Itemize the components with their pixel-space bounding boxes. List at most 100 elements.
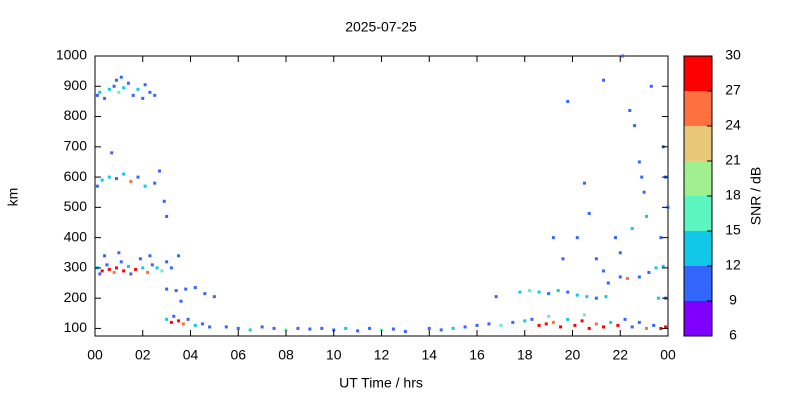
echo-point (126, 264, 130, 268)
echo-point (160, 269, 164, 273)
colorbar-tick-label: 9 (729, 292, 737, 308)
echo-point (107, 267, 111, 271)
echo-point (494, 295, 498, 299)
echo-point (177, 319, 181, 323)
echo-point (208, 325, 212, 329)
echo-point (604, 295, 608, 299)
echo-point (475, 323, 479, 327)
echo-point (155, 266, 159, 270)
y-tick-label: 600 (64, 168, 88, 184)
echo-point (528, 289, 532, 293)
echo-point (184, 287, 188, 291)
x-tick-label: 18 (517, 347, 533, 363)
echo-point (332, 328, 336, 332)
echo-point (193, 286, 197, 290)
echo-point (162, 199, 166, 203)
echo-point (652, 323, 656, 327)
echo-point (654, 266, 658, 270)
colorbar-segment (684, 196, 712, 231)
echo-point (236, 326, 240, 330)
echo-point (547, 292, 551, 296)
echo-point (587, 326, 591, 330)
echo-point (119, 75, 123, 79)
chart-title: 2025-07-25 (345, 19, 417, 35)
echo-point (356, 329, 360, 333)
echo-point (582, 181, 586, 185)
echo-point (594, 296, 598, 300)
echo-point (530, 317, 534, 321)
echo-point (150, 263, 154, 267)
echo-point (561, 257, 565, 261)
echo-point (136, 87, 140, 91)
echo-point (618, 251, 622, 255)
y-tick-label: 500 (64, 198, 88, 214)
echo-point (609, 320, 613, 324)
echo-point (308, 327, 312, 331)
x-axis-label: UT Time / hrs (339, 375, 423, 391)
echo-point (143, 83, 147, 87)
echo-point (556, 289, 560, 293)
y-tick-label: 700 (64, 138, 88, 154)
echo-point (114, 177, 118, 181)
x-tick-label: 00 (660, 347, 676, 363)
colorbar-tick-label: 24 (725, 117, 741, 133)
echo-point (585, 295, 589, 299)
echo-point (645, 214, 649, 218)
echo-point (112, 84, 116, 88)
y-tick-label: 300 (64, 259, 88, 275)
echo-point (637, 320, 641, 324)
echo-point (637, 275, 641, 279)
echo-point (649, 84, 653, 88)
echo-point (594, 257, 598, 261)
echo-point (169, 320, 173, 324)
colorbar-tick-label: 30 (725, 47, 741, 63)
echo-point (146, 270, 150, 274)
echo-point (248, 328, 252, 332)
echo-point (623, 317, 627, 321)
echo-point (566, 317, 570, 321)
colorbar-segment (684, 301, 712, 336)
echo-point (664, 325, 668, 329)
echo-point (98, 272, 102, 276)
echo-point (122, 172, 126, 176)
echo-point (181, 322, 185, 326)
colorbar-segment (684, 266, 712, 301)
echo-point (594, 322, 598, 326)
echo-point (391, 327, 395, 331)
echo-point (575, 236, 579, 240)
echo-point (141, 96, 145, 100)
colorbar-tick-label: 21 (725, 152, 741, 168)
echo-point (165, 260, 169, 264)
echo-point (427, 326, 431, 330)
echo-point (114, 78, 118, 82)
echo-point (559, 325, 563, 329)
echo-point (523, 319, 527, 323)
colorbar-segment (684, 126, 712, 161)
echo-point (566, 99, 570, 103)
echo-point (179, 299, 183, 303)
echo-point (134, 267, 138, 271)
colorbar-tick-label: 12 (725, 257, 741, 273)
echo-point (98, 90, 102, 94)
echo-point (107, 175, 111, 179)
echo-point (573, 323, 577, 327)
echo-point (165, 214, 169, 218)
colorbar-label: SNR / dB (748, 167, 764, 225)
echo-point (451, 326, 455, 330)
echo-point (544, 322, 548, 326)
echo-point (174, 289, 178, 293)
echo-point (630, 325, 634, 329)
echo-point (272, 326, 276, 330)
echo-point (656, 296, 660, 300)
echo-point (499, 323, 503, 327)
echo-point (487, 322, 491, 326)
echo-point (606, 281, 610, 285)
echo-point (95, 93, 99, 97)
echo-point (129, 272, 133, 276)
echo-point (203, 292, 207, 296)
echo-point (637, 160, 641, 164)
echo-point (165, 287, 169, 291)
echo-point (103, 96, 107, 100)
echo-point (518, 290, 522, 294)
